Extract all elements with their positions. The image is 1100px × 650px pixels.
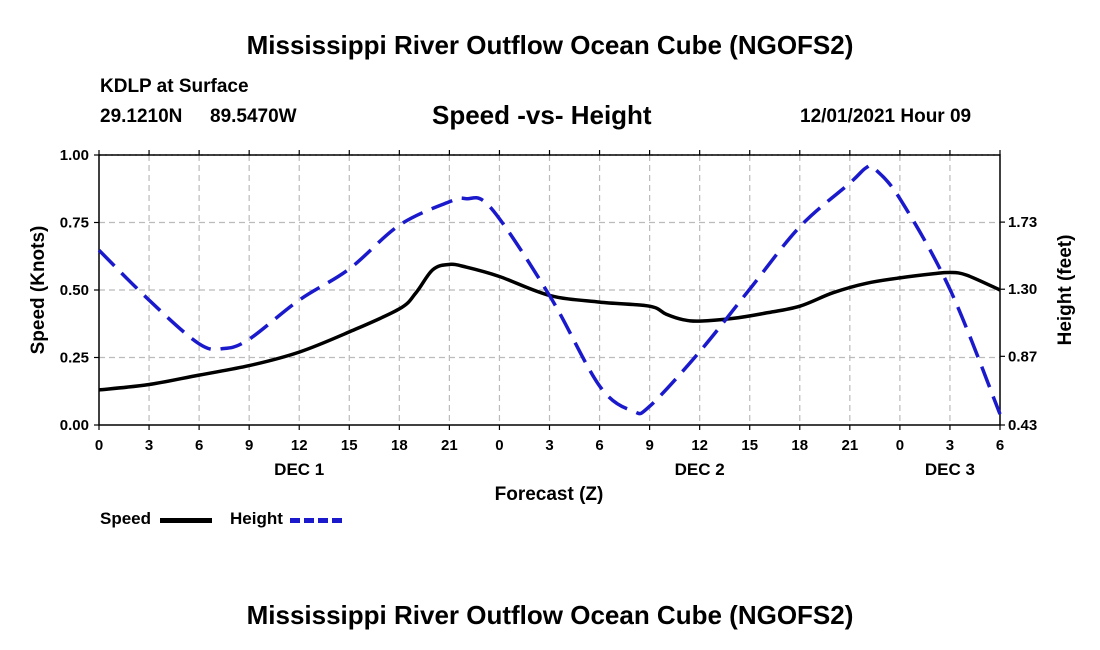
x-tick-label: 12 bbox=[291, 437, 308, 454]
x-tick-label: 12 bbox=[691, 437, 708, 454]
legend-height-label: Height bbox=[230, 509, 283, 528]
x-axis-label: Forecast (Z) bbox=[495, 484, 604, 505]
x-tick-label: 0 bbox=[495, 437, 503, 454]
day-label: DEC 2 bbox=[675, 460, 725, 479]
longitude-label: 89.5470W bbox=[210, 106, 297, 127]
x-tick-label: 18 bbox=[791, 437, 808, 454]
y2-tick-label: 0.87 bbox=[1008, 348, 1037, 365]
x-tick-label: 18 bbox=[391, 437, 408, 454]
y2-axis-label: Height (feet) bbox=[1055, 235, 1076, 346]
x-tick-label: 21 bbox=[441, 437, 458, 454]
y-tick-label: 0.75 bbox=[60, 215, 89, 232]
x-tick-label: 6 bbox=[195, 437, 203, 454]
x-tick-label: 3 bbox=[545, 437, 553, 454]
x-tick-label: 6 bbox=[595, 437, 603, 454]
y-tick-label: 0.50 bbox=[60, 282, 89, 299]
chart-title: Speed -vs- Height bbox=[432, 100, 652, 130]
series-speed-line bbox=[98, 262, 1001, 392]
x-tick-label: 3 bbox=[145, 437, 153, 454]
y-tick-label: 0.25 bbox=[60, 350, 89, 367]
y-tick-label: 1.00 bbox=[60, 147, 89, 164]
x-tick-label: 9 bbox=[645, 437, 653, 454]
legend-speed-swatch bbox=[160, 518, 212, 523]
y2-tick-label: 1.73 bbox=[1008, 214, 1037, 231]
page-title-bottom: Mississippi River Outflow Ocean Cube (NG… bbox=[246, 600, 854, 630]
x-tick-label: 21 bbox=[841, 437, 858, 454]
ticks: 0 3 6 9 12 15 18 21 0 3 6 9 12 15 18 21 0 3 6 DEC 1 DEC 2 DEC… bbox=[60, 147, 1037, 479]
x-tick-label: 0 bbox=[95, 437, 103, 454]
x-tick-label: 15 bbox=[741, 437, 758, 454]
latitude-label: 29.1210N bbox=[100, 106, 183, 127]
series-layer bbox=[97, 163, 1002, 416]
speed-height-chart: 0 3 6 9 12 15 18 21 0 3 6 9 12 15 18 21 0 3 6 DEC 1 DEC 2 DEC… bbox=[28, 147, 1076, 505]
y-tick-label: 0.00 bbox=[60, 417, 89, 434]
legend-height-swatch bbox=[290, 518, 342, 523]
x-tick-label: 6 bbox=[996, 437, 1004, 454]
x-tick-label: 3 bbox=[946, 437, 954, 454]
y-axis-label: Speed (Knots) bbox=[28, 226, 49, 355]
station-label: KDLP at Surface bbox=[100, 76, 249, 97]
day-label: DEC 1 bbox=[274, 460, 324, 479]
legend-speed-label: Speed bbox=[100, 509, 152, 528]
y2-tick-label: 0.43 bbox=[1008, 417, 1037, 434]
x-tick-label: 9 bbox=[245, 437, 253, 454]
grid bbox=[99, 154, 1000, 425]
day-label: DEC 3 bbox=[925, 460, 975, 479]
x-tick-label: 0 bbox=[896, 437, 904, 454]
datetime-label: 12/01/2021 Hour 09 bbox=[800, 106, 972, 127]
page-title: Mississippi River Outflow Ocean Cube (NG… bbox=[246, 30, 854, 60]
y2-tick-label: 1.30 bbox=[1008, 281, 1037, 298]
x-tick-label: 15 bbox=[341, 437, 358, 454]
